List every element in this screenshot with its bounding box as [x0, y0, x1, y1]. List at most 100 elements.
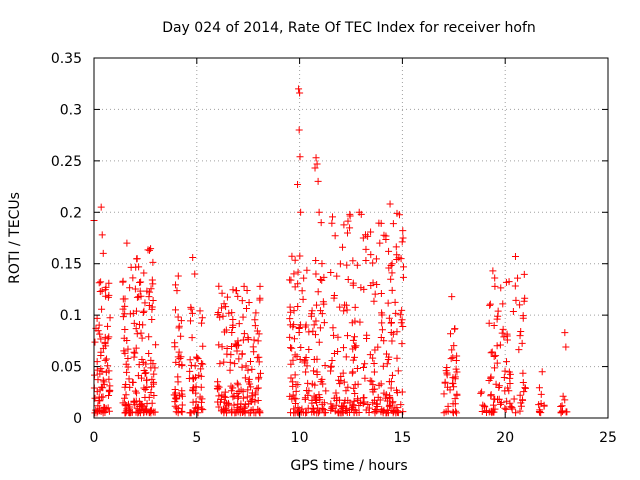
data-point: [290, 270, 298, 278]
data-point: [363, 331, 371, 339]
data-point: [96, 397, 104, 405]
data-point: [314, 404, 322, 412]
data-point: [386, 200, 394, 208]
data-point: [388, 260, 396, 268]
data-point: [286, 315, 294, 323]
data-point: [316, 307, 324, 315]
data-point: [220, 358, 228, 366]
data-point: [486, 301, 494, 309]
y-tick-label: 0.3: [60, 102, 82, 118]
data-point: [332, 401, 340, 409]
data-point: [538, 368, 546, 376]
data-point: [451, 395, 459, 403]
data-point: [389, 220, 397, 228]
data-point: [130, 348, 138, 356]
data-point: [318, 260, 326, 268]
data-point: [562, 343, 570, 351]
data-point: [349, 345, 357, 353]
data-point: [244, 334, 252, 342]
x-tick-label: 10: [291, 430, 309, 446]
data-point: [506, 380, 514, 388]
data-point: [189, 398, 197, 406]
data-point: [397, 401, 405, 409]
data-point: [320, 319, 328, 327]
data-point: [373, 407, 381, 415]
data-point: [102, 283, 110, 291]
data-point: [230, 401, 238, 409]
data-point: [449, 354, 457, 362]
data-point: [132, 344, 140, 352]
data-point: [148, 375, 156, 383]
y-tick-label: 0.2: [60, 205, 82, 221]
data-point: [287, 308, 295, 316]
data-point: [175, 322, 183, 330]
data-point: [197, 359, 205, 367]
data-point: [490, 353, 498, 361]
data-point: [338, 403, 346, 411]
data-point: [106, 314, 114, 322]
data-point: [235, 320, 243, 328]
data-point: [353, 261, 361, 269]
data-point: [149, 296, 157, 304]
data-point: [178, 401, 186, 409]
data-point: [537, 390, 545, 398]
data-point: [333, 272, 341, 280]
data-point: [186, 409, 194, 417]
data-point: [343, 229, 351, 237]
data-point: [142, 376, 150, 384]
data-point: [247, 383, 255, 391]
data-point: [480, 402, 488, 410]
data-point: [494, 307, 502, 315]
data-point: [486, 300, 494, 308]
data-point: [99, 376, 107, 384]
data-point: [349, 257, 357, 265]
data-point: [392, 309, 400, 317]
data-point: [375, 381, 383, 389]
data-point: [146, 246, 154, 254]
data-point: [308, 380, 316, 388]
data-point: [360, 285, 368, 293]
data-point: [131, 401, 139, 409]
data-point: [349, 279, 357, 287]
data-point: [322, 387, 330, 395]
data-point: [194, 355, 202, 363]
data-point: [368, 377, 376, 385]
data-point: [385, 378, 393, 386]
data-point: [400, 263, 408, 271]
data-point: [244, 366, 252, 374]
data-point: [497, 399, 505, 407]
data-point: [493, 315, 501, 323]
data-point: [340, 301, 348, 309]
data-point: [292, 380, 300, 388]
data-point: [453, 390, 461, 398]
data-point: [494, 312, 502, 320]
data-point: [238, 409, 246, 417]
data-point: [197, 365, 205, 373]
data-point: [174, 272, 182, 280]
x-tick-label: 0: [90, 430, 99, 446]
data-point: [96, 330, 104, 338]
data-point: [97, 351, 105, 359]
data-point: [172, 408, 180, 416]
data-point: [496, 341, 504, 349]
data-point: [493, 342, 501, 350]
data-point: [308, 310, 316, 318]
data-point: [233, 390, 241, 398]
data-point: [217, 304, 225, 312]
data-point: [399, 323, 407, 331]
data-point: [105, 375, 113, 383]
data-point: [350, 397, 358, 405]
data-point: [238, 363, 246, 371]
data-point: [148, 316, 156, 324]
data-point: [512, 296, 520, 304]
y-tick-label: 0.05: [51, 360, 82, 376]
data-point: [367, 251, 375, 259]
data-point: [505, 368, 513, 376]
data-point: [129, 378, 137, 386]
data-point: [188, 334, 196, 342]
data-point: [199, 360, 207, 368]
data-point: [371, 290, 379, 298]
data-point: [389, 398, 397, 406]
data-point: [174, 313, 182, 321]
data-point: [216, 313, 224, 321]
